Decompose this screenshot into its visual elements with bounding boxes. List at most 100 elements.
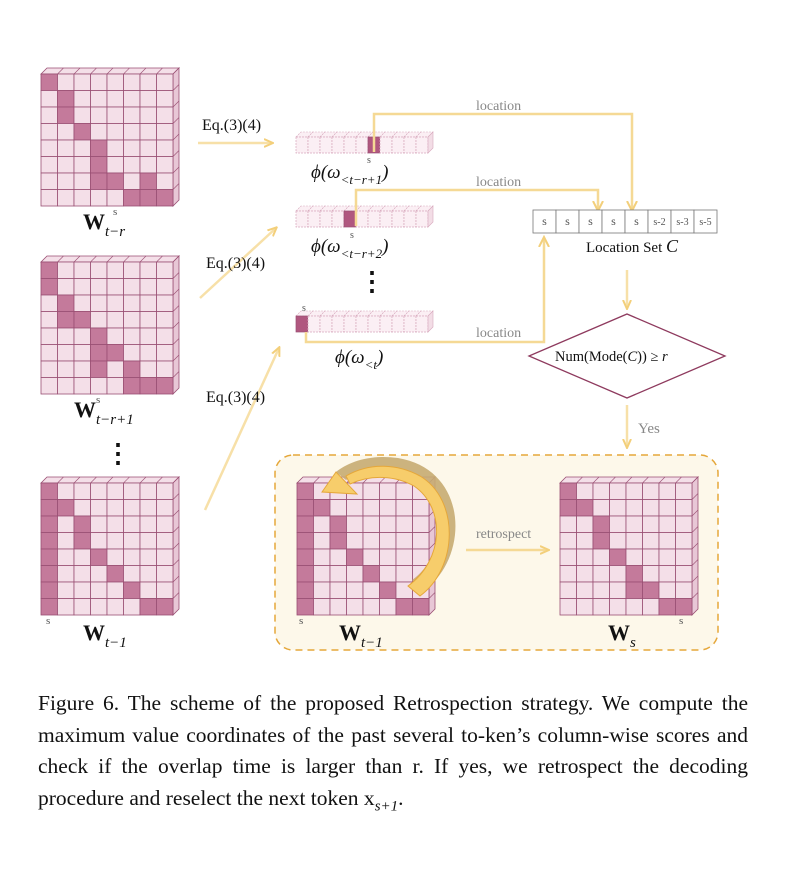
eq-label-3: Eq.(3)(4) [206,389,265,406]
matrix-cell [90,278,108,296]
matrix-cell [123,278,141,296]
matrix-cell [379,548,397,566]
matrix-cell [576,482,594,500]
marker-s-w-t-minus-1-retro: s [299,615,303,627]
decision-diamond [527,313,727,399]
matrix-cell [90,123,108,141]
matrix-cell [123,532,141,550]
matrix-cell-highlight [123,189,141,207]
matrix-cell-highlight [139,377,157,395]
location-line-1 [372,112,632,210]
matrix-cell [139,515,157,533]
matrix-cell [642,515,660,533]
matrix-cell [592,581,610,599]
matrix-cell [57,172,75,190]
matrix-cell [123,565,141,583]
matrix-cell-highlight [40,598,58,616]
matrix-cell [329,499,347,517]
matrix-cell [90,515,108,533]
matrix-cell [395,482,413,500]
matrix-cell [379,598,397,616]
matrix-cell [156,565,174,583]
matrix-cell [625,515,643,533]
matrix-cell [559,532,577,550]
label-w-t-minus-r: Wt−r [83,209,125,240]
phi-marker-2: s [350,230,354,241]
vector-cell [403,136,417,154]
matrix-cell [90,73,108,91]
matrix-cell-highlight [592,532,610,550]
matrix-cell [675,482,693,500]
matrix-cell [139,261,157,279]
matrix-cell [106,123,124,141]
matrix-cell [675,515,693,533]
matrix-cell [123,515,141,533]
matrix-cell [139,156,157,174]
matrix-cell [57,598,75,616]
matrix-cell [592,482,610,500]
matrix-cell [73,156,91,174]
matrix-cell-highlight [90,548,108,566]
matrix-cell-highlight [139,189,157,207]
matrix-cell [90,377,108,395]
matrix-cell [362,598,380,616]
matrix-cell-highlight [296,515,314,533]
location-label-2: location [476,175,521,190]
matrix-cell-highlight [40,565,58,583]
matrix-cell [412,548,430,566]
matrix-cell [73,189,91,207]
matrix-cell [73,261,91,279]
matrix-cell [156,172,174,190]
matrix-cell [609,565,627,583]
vector-cell [307,315,321,333]
matrix-cell-highlight [106,172,124,190]
matrix-cell [57,139,75,157]
matrix-w-s [559,476,699,616]
matrix-cell-highlight [156,598,174,616]
matrix-cell [73,294,91,312]
phi-vector-3 [295,310,434,333]
matrix-cell [346,532,364,550]
matrix-cell [156,360,174,378]
matrix-cell [362,515,380,533]
matrix-cell [106,377,124,395]
matrix-cell [106,294,124,312]
matrix-cell [57,581,75,599]
vector-cell-highlight [295,315,309,333]
matrix-cell [625,548,643,566]
eq-arrow-2 [199,228,276,299]
matrix-cell-highlight [40,73,58,91]
matrix-cell [57,189,75,207]
matrix-cell [106,90,124,108]
vector-cell [367,210,381,228]
matrix-cell [313,532,331,550]
matrix-cell [40,139,58,157]
matrix-cell [625,598,643,616]
matrix-cell-highlight [40,499,58,517]
matrix-cell-highlight [156,189,174,207]
matrix-cell-highlight [329,532,347,550]
curved-retrospect-arrow [321,456,456,597]
matrix-cell-highlight [57,311,75,329]
matrix-cell-highlight [40,548,58,566]
label-w-s: Ws [608,620,636,651]
matrix-cell [379,482,397,500]
matrix-cell [90,261,108,279]
matrix-cell-highlight [106,344,124,362]
matrix-cell [592,548,610,566]
matrix-cell [139,106,157,124]
matrix-cell-highlight [559,499,577,517]
matrix-cell [379,499,397,517]
matrix-cell [362,499,380,517]
matrix-cell [106,106,124,124]
matrix-cell [329,548,347,566]
matrix-cell [156,548,174,566]
matrix-cell [395,499,413,517]
matrix-cell-highlight [625,581,643,599]
matrix-cell [123,294,141,312]
location-line-3 [304,238,544,344]
matrix-cell-highlight [592,515,610,533]
matrix-cell [592,565,610,583]
matrix-cell [123,106,141,124]
vector-cell [355,136,369,154]
